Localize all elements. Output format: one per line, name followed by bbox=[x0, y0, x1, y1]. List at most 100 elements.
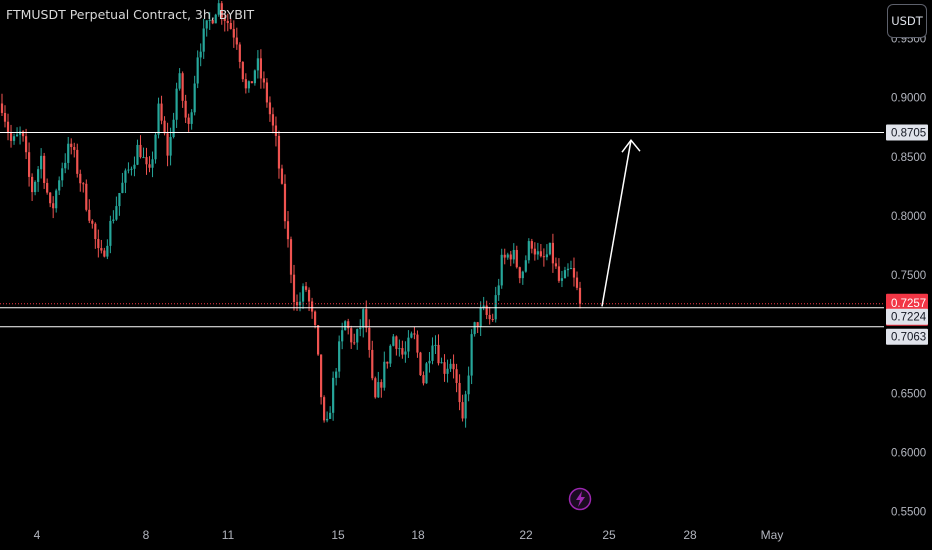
candle-body bbox=[97, 239, 100, 249]
candle-body bbox=[326, 418, 329, 421]
candle-body bbox=[121, 182, 124, 193]
candle-body bbox=[356, 329, 359, 343]
candle-body bbox=[247, 81, 250, 89]
candle-body bbox=[530, 241, 533, 249]
candle-body bbox=[34, 181, 37, 193]
candle-body bbox=[566, 268, 570, 271]
candle-body bbox=[398, 348, 401, 350]
candle-body bbox=[389, 345, 392, 364]
candle-body bbox=[316, 325, 320, 355]
candle-body bbox=[557, 266, 561, 281]
candle-body bbox=[482, 305, 485, 308]
x-tick-label: 8 bbox=[143, 528, 150, 542]
candle-body bbox=[211, 19, 214, 24]
candle-body bbox=[458, 382, 461, 403]
candle-body bbox=[3, 112, 7, 122]
candle-body bbox=[509, 254, 512, 260]
currency-button[interactable]: USDT bbox=[887, 4, 927, 38]
candle-body bbox=[407, 337, 410, 352]
candle-body bbox=[461, 402, 464, 419]
candle-body bbox=[46, 182, 49, 193]
candle-body bbox=[220, 3, 223, 18]
flash-bolt-icon bbox=[576, 491, 585, 507]
candle-body bbox=[202, 28, 205, 52]
candle-body bbox=[335, 371, 338, 378]
candle-body bbox=[217, 3, 220, 15]
y-tick-label: 0.6000 bbox=[891, 448, 926, 460]
x-tick-label: May bbox=[761, 528, 784, 542]
candle-body bbox=[82, 183, 85, 185]
candle-body bbox=[434, 344, 437, 346]
candle-body bbox=[9, 132, 13, 141]
candle-body bbox=[467, 375, 470, 395]
candle-body bbox=[238, 44, 241, 62]
candle-body bbox=[313, 311, 317, 326]
candle-body bbox=[446, 368, 449, 374]
candle-body bbox=[416, 334, 419, 353]
candle-body bbox=[64, 162, 67, 169]
candle-body bbox=[229, 23, 232, 29]
candle-body bbox=[160, 103, 163, 121]
candle-body bbox=[193, 83, 196, 113]
candle-body bbox=[154, 134, 157, 160]
candle-body bbox=[232, 28, 235, 38]
candle-body bbox=[115, 206, 118, 220]
candle-body bbox=[262, 78, 266, 83]
candle-body bbox=[491, 319, 494, 321]
y-tick-label: 0.9000 bbox=[891, 93, 926, 105]
candle-body bbox=[539, 251, 542, 257]
candle-body bbox=[223, 17, 226, 21]
y-tick-label: 0.7500 bbox=[891, 270, 926, 282]
candle-body bbox=[283, 183, 287, 222]
candle-body bbox=[401, 348, 404, 355]
candle-body bbox=[172, 119, 175, 137]
candle-body bbox=[76, 149, 79, 174]
candle-body bbox=[578, 287, 582, 304]
candle-body bbox=[425, 363, 428, 384]
x-tick-label: 28 bbox=[683, 528, 697, 542]
candle-body bbox=[413, 333, 416, 335]
candle-body bbox=[49, 192, 52, 204]
candle-body bbox=[307, 289, 311, 302]
y-tick-label: 0.6500 bbox=[891, 388, 926, 400]
candle-body bbox=[205, 20, 208, 29]
candle-body bbox=[512, 249, 515, 260]
candle-body bbox=[55, 190, 58, 209]
candle-body bbox=[91, 220, 94, 224]
candle-body bbox=[15, 134, 19, 137]
candle-body bbox=[136, 144, 139, 165]
candle-body bbox=[196, 57, 199, 84]
candle-body bbox=[12, 136, 16, 141]
candle-body bbox=[371, 349, 374, 379]
candle-body bbox=[130, 168, 133, 170]
candle-body bbox=[178, 73, 181, 89]
candle-body bbox=[545, 254, 548, 258]
candle-body bbox=[353, 342, 356, 344]
candle-body bbox=[145, 157, 148, 165]
candle-body bbox=[259, 58, 262, 79]
candle-body bbox=[464, 394, 467, 419]
candle-body bbox=[127, 169, 130, 171]
x-tick-label: 18 bbox=[411, 528, 425, 542]
candle-body bbox=[244, 79, 247, 89]
candle-body bbox=[419, 352, 422, 376]
candle-body bbox=[21, 131, 25, 137]
candle-body bbox=[527, 241, 530, 261]
candle-body bbox=[395, 336, 398, 349]
projection-arrow[interactable] bbox=[601, 140, 632, 307]
candle-body bbox=[100, 248, 103, 251]
candle-body bbox=[88, 209, 91, 221]
y-tick-label: 0.5500 bbox=[891, 507, 926, 519]
candle-body bbox=[199, 51, 202, 58]
candle-body bbox=[383, 361, 386, 388]
candle-body bbox=[368, 327, 371, 350]
candle-body bbox=[112, 219, 115, 221]
candle-body bbox=[310, 301, 314, 312]
candle-body bbox=[151, 159, 154, 168]
candle-body bbox=[286, 221, 290, 240]
candle-body bbox=[118, 192, 121, 207]
candle-body bbox=[166, 133, 169, 156]
candle-body bbox=[157, 103, 160, 135]
candle-body bbox=[94, 223, 97, 240]
